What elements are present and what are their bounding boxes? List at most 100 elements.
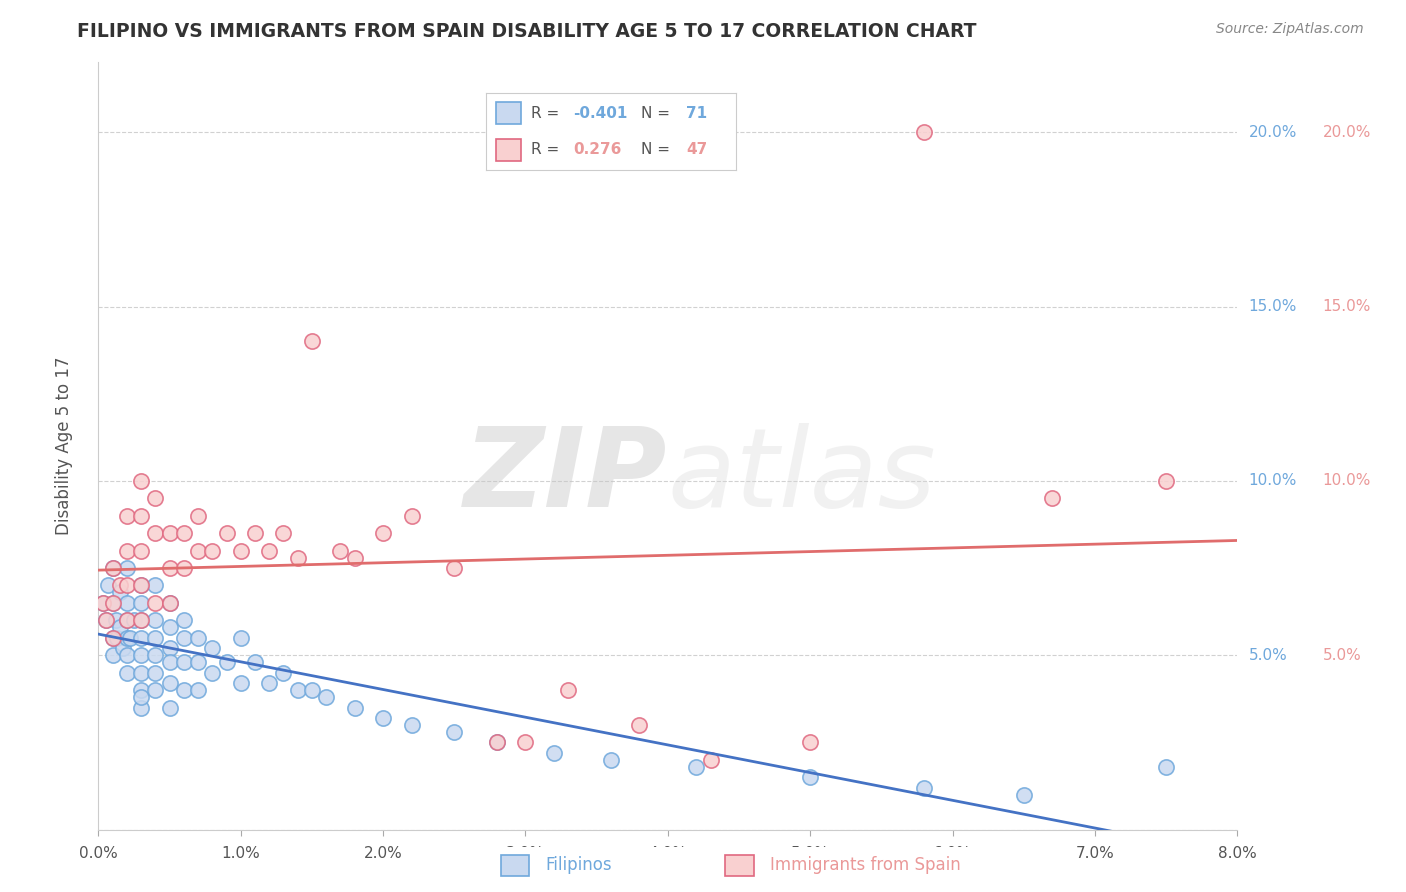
Point	[343, 700, 366, 714]
Point	[129, 648, 152, 663]
Point	[229, 543, 252, 558]
Point	[129, 683, 152, 698]
Point	[173, 561, 195, 575]
Point	[229, 631, 252, 645]
Point	[159, 596, 181, 610]
Point	[94, 613, 117, 627]
Point	[173, 613, 195, 627]
Point	[94, 613, 117, 627]
Point	[97, 578, 120, 592]
Point	[173, 655, 195, 669]
Point	[1040, 491, 1063, 506]
Point	[229, 676, 252, 690]
Point	[187, 508, 209, 523]
Point	[187, 543, 209, 558]
Point	[129, 578, 152, 592]
Point	[201, 665, 224, 680]
Point	[101, 648, 124, 663]
Point	[329, 543, 352, 558]
Point	[104, 613, 127, 627]
Text: atlas: atlas	[668, 423, 936, 530]
Point	[287, 550, 309, 565]
Point	[273, 665, 295, 680]
Point	[101, 631, 124, 645]
Point	[315, 690, 337, 704]
Point	[115, 631, 138, 645]
Point	[129, 690, 152, 704]
Point	[129, 700, 152, 714]
Point	[91, 596, 114, 610]
Point	[486, 735, 509, 749]
Point	[111, 641, 134, 656]
Point	[699, 753, 721, 767]
Point	[243, 655, 266, 669]
Text: ZIP: ZIP	[464, 423, 668, 530]
Point	[101, 631, 124, 645]
Point	[101, 561, 124, 575]
Point	[1154, 474, 1177, 488]
Text: Filipinos: Filipinos	[546, 856, 612, 874]
Point	[243, 526, 266, 541]
Point	[145, 683, 167, 698]
Point	[259, 676, 281, 690]
Point	[1154, 760, 1177, 774]
Point	[129, 631, 152, 645]
Point	[145, 596, 167, 610]
Point	[101, 596, 124, 610]
Point	[1012, 788, 1035, 802]
Point	[108, 620, 131, 634]
Point	[912, 125, 935, 139]
Point	[287, 683, 309, 698]
Text: Immigrants from Spain: Immigrants from Spain	[770, 856, 962, 874]
Point	[145, 578, 167, 592]
Point	[108, 585, 131, 599]
Point	[105, 631, 128, 645]
Point	[401, 718, 423, 732]
Point	[122, 613, 145, 627]
Point	[129, 508, 152, 523]
Point	[799, 770, 821, 784]
Point	[115, 613, 138, 627]
Text: 5.0%: 5.0%	[1323, 648, 1361, 663]
Point	[215, 655, 238, 669]
Point	[371, 711, 394, 725]
Point	[115, 543, 138, 558]
Point	[799, 735, 821, 749]
Point	[159, 620, 181, 634]
Point	[173, 526, 195, 541]
Text: 20.0%: 20.0%	[1323, 125, 1371, 140]
Point	[515, 735, 537, 749]
Point	[115, 508, 138, 523]
Point	[115, 578, 138, 592]
Point	[145, 648, 167, 663]
Text: Source: ZipAtlas.com: Source: ZipAtlas.com	[1216, 22, 1364, 37]
Point	[159, 641, 181, 656]
Point	[600, 753, 623, 767]
Text: 15.0%: 15.0%	[1323, 299, 1371, 314]
Point	[115, 596, 138, 610]
Point	[343, 550, 366, 565]
Text: 10.0%: 10.0%	[1249, 474, 1298, 488]
Point	[187, 655, 209, 669]
Point	[129, 613, 152, 627]
Text: 20.0%: 20.0%	[1249, 125, 1298, 140]
Bar	[725, 855, 754, 876]
Point	[201, 641, 224, 656]
Point	[145, 665, 167, 680]
Point	[101, 596, 124, 610]
Point	[259, 543, 281, 558]
Point	[129, 596, 152, 610]
Text: 10.0%: 10.0%	[1323, 474, 1371, 488]
Point	[91, 596, 114, 610]
Point	[115, 561, 138, 575]
Point	[101, 561, 124, 575]
Text: 5.0%: 5.0%	[1249, 648, 1288, 663]
Point	[273, 526, 295, 541]
Point	[557, 683, 579, 698]
Point	[145, 613, 167, 627]
Point	[145, 491, 167, 506]
Point	[159, 561, 181, 575]
Point	[912, 780, 935, 795]
Point	[129, 665, 152, 680]
Point	[145, 526, 167, 541]
